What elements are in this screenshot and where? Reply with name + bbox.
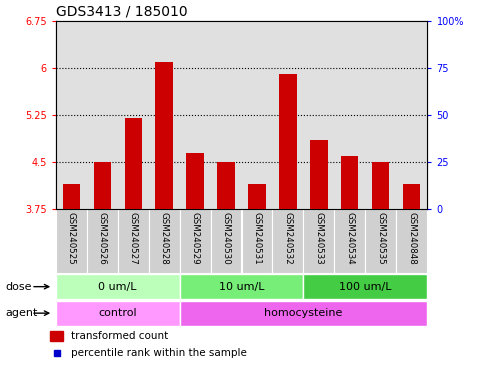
Bar xyxy=(217,162,235,209)
Bar xyxy=(56,274,180,299)
Text: GSM240534: GSM240534 xyxy=(345,212,355,265)
Bar xyxy=(50,331,63,341)
Bar xyxy=(62,184,80,209)
Bar xyxy=(335,209,366,273)
Bar xyxy=(248,184,266,209)
Text: agent: agent xyxy=(6,308,38,318)
Text: GSM240528: GSM240528 xyxy=(159,212,169,265)
Text: transformed count: transformed count xyxy=(71,331,168,341)
Text: 10 um/L: 10 um/L xyxy=(219,281,264,292)
Text: GSM240531: GSM240531 xyxy=(253,212,261,265)
Text: GSM240848: GSM240848 xyxy=(408,212,416,265)
Bar xyxy=(125,118,142,209)
Text: homocysteine: homocysteine xyxy=(264,308,342,318)
Bar xyxy=(86,209,117,273)
Text: GSM240527: GSM240527 xyxy=(128,212,138,265)
Text: 0 um/L: 0 um/L xyxy=(98,281,137,292)
Bar xyxy=(117,209,149,273)
Bar xyxy=(242,209,272,273)
Bar xyxy=(366,209,397,273)
Text: GSM240529: GSM240529 xyxy=(190,212,199,265)
Text: GSM240532: GSM240532 xyxy=(284,212,293,265)
Text: GSM240535: GSM240535 xyxy=(376,212,385,265)
Bar xyxy=(56,301,180,326)
Bar xyxy=(272,209,303,273)
Text: GSM240533: GSM240533 xyxy=(314,212,324,265)
Bar xyxy=(303,209,334,273)
Bar xyxy=(180,301,427,326)
Text: GDS3413 / 185010: GDS3413 / 185010 xyxy=(56,5,187,18)
Text: 100 um/L: 100 um/L xyxy=(339,281,392,292)
Bar xyxy=(94,162,111,209)
Bar xyxy=(303,274,427,299)
Bar xyxy=(397,209,427,273)
Text: GSM240526: GSM240526 xyxy=(98,212,107,265)
Bar xyxy=(311,140,327,209)
Bar xyxy=(180,274,303,299)
Text: GSM240525: GSM240525 xyxy=(67,212,75,265)
Bar xyxy=(372,162,389,209)
Bar xyxy=(403,184,421,209)
Bar xyxy=(280,74,297,209)
Bar xyxy=(341,156,358,209)
Text: GSM240530: GSM240530 xyxy=(222,212,230,265)
Text: dose: dose xyxy=(6,281,32,292)
Text: percentile rank within the sample: percentile rank within the sample xyxy=(71,348,246,358)
Bar xyxy=(156,62,172,209)
Bar xyxy=(186,153,203,209)
Bar xyxy=(211,209,242,273)
Bar xyxy=(149,209,180,273)
Text: control: control xyxy=(98,308,137,318)
Bar xyxy=(180,209,211,273)
Bar xyxy=(56,209,86,273)
